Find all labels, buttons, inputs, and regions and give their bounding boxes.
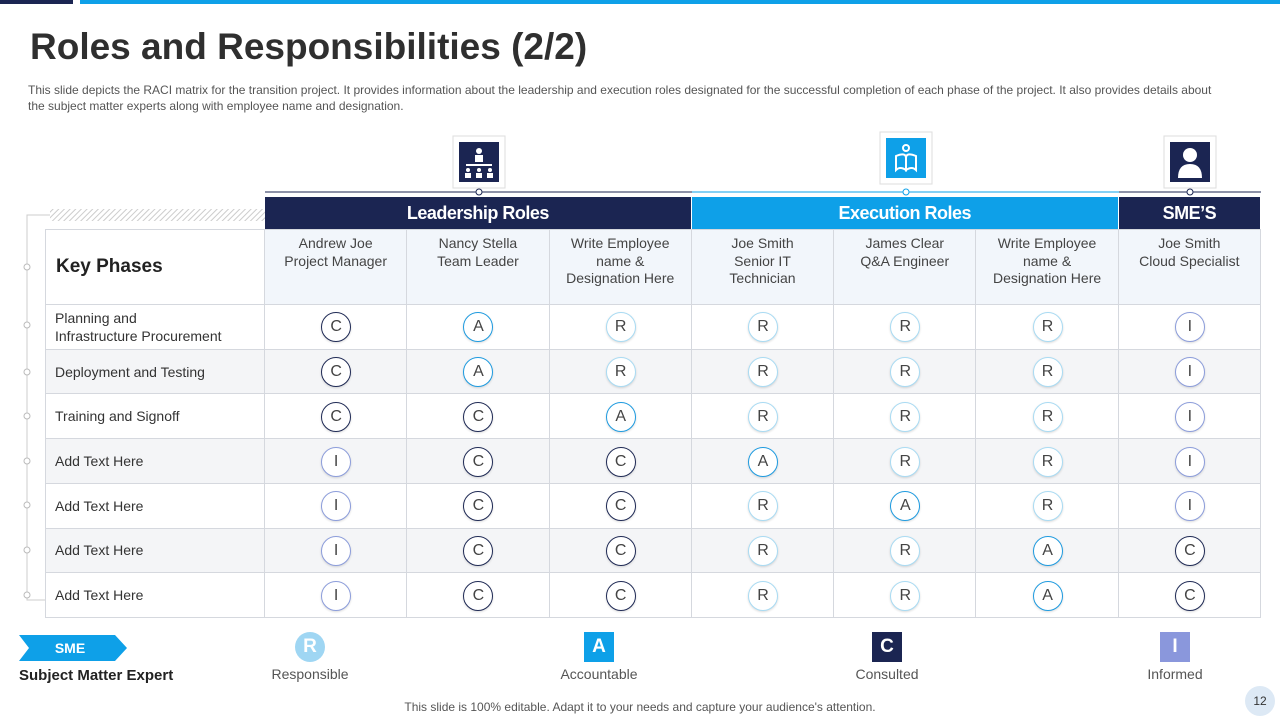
legend-icon: I	[1160, 632, 1190, 662]
raci-letter: A	[605, 401, 636, 432]
legend-label: Informed	[1147, 666, 1203, 682]
raci-letter: R	[748, 312, 778, 343]
raci-letter: C	[1174, 580, 1205, 611]
raci-letter: R	[890, 580, 921, 611]
sme-badge: SME	[54, 640, 86, 656]
group-header: Execution Roles	[691, 197, 1119, 229]
raci-letter: A	[463, 357, 494, 388]
raci-letter: I	[1174, 401, 1205, 432]
legend-icon: C	[872, 632, 902, 662]
phase-label: Add Text Here	[45, 439, 265, 484]
group-header: Leadership Roles	[265, 197, 692, 229]
raci-letter: R	[748, 401, 778, 432]
raci-letter: I	[321, 446, 352, 477]
column-header: Write Employee name & Designation Here	[549, 229, 692, 305]
top-bar-blue	[80, 0, 1280, 4]
footer: This slide is 100% editable. Adapt it to…	[404, 700, 876, 714]
raci-letter: C	[321, 401, 352, 432]
description: This slide depicts the RACI matrix for t…	[28, 83, 1212, 113]
phase-label: Add Text Here	[45, 573, 265, 618]
column-header: Write Employee name & Designation Here	[976, 229, 1119, 305]
raci-letter: A	[890, 491, 921, 522]
raci-letter: R	[1032, 446, 1063, 477]
slide-title: Roles and Responsibilities (2/2)	[30, 26, 588, 67]
column-header: Joe Smith Cloud Specialist	[1118, 229, 1261, 305]
raci-letter: A	[1032, 580, 1063, 611]
raci-letter: A	[1032, 535, 1063, 566]
raci-letter: I	[1174, 491, 1205, 522]
raci-letter: C	[321, 312, 352, 343]
raci-letter: R	[1032, 491, 1063, 522]
column-header: James Clear Q&A Engineer	[834, 229, 977, 305]
raci-letter: R	[1032, 357, 1063, 388]
raci-letter: C	[463, 401, 494, 432]
phase-label: Add Text Here	[45, 528, 265, 574]
raci-letter: A	[463, 312, 494, 343]
page-number: 12	[1245, 686, 1275, 716]
raci-letter: C	[1174, 535, 1205, 566]
decorations	[23, 131, 1261, 601]
raci-letter: R	[605, 357, 636, 388]
legend-label: Consulted	[855, 666, 919, 682]
raci-letter: I	[1174, 446, 1205, 477]
raci-letter: R	[890, 312, 921, 343]
phase-label: Training and Signoff	[45, 394, 265, 440]
raci-letter: R	[1032, 312, 1063, 343]
raci-letter: R	[890, 446, 921, 477]
raci-letter: R	[748, 580, 778, 611]
raci-letter: C	[463, 535, 494, 566]
raci-letter: C	[321, 357, 352, 388]
sme-arrow	[19, 635, 127, 661]
group-header: SME’S	[1118, 197, 1261, 229]
raci-letter: C	[605, 580, 636, 611]
raci-letter: R	[890, 401, 921, 432]
raci-letter: C	[605, 535, 636, 566]
raci-letter: A	[748, 446, 778, 477]
corner-cell: Key Phases	[45, 229, 265, 305]
phase-label: Deployment and Testing	[45, 349, 265, 395]
phase-label: Planning and Infrastructure Procurement	[45, 305, 265, 350]
raci-letter: R	[890, 357, 921, 388]
raci-letter: I	[321, 580, 352, 611]
raci-letter: C	[605, 446, 636, 477]
phase-label: Add Text Here	[45, 483, 265, 529]
raci-letter: I	[1174, 312, 1205, 343]
raci-letter: R	[605, 312, 636, 343]
legend-label: Responsible	[271, 666, 349, 682]
raci-letter: R	[748, 357, 778, 388]
raci-letter: C	[463, 446, 494, 477]
raci-letter: C	[463, 491, 494, 522]
legend-label: Accountable	[560, 666, 638, 682]
raci-letter: C	[463, 580, 494, 611]
raci-letter: I	[321, 491, 352, 522]
raci-letter: R	[890, 535, 921, 566]
column-header: Andrew Joe Project Manager	[265, 229, 408, 305]
raci-letter: R	[748, 535, 778, 566]
raci-letter: R	[1032, 401, 1063, 432]
column-header: Joe Smith Senior IT Technician	[691, 229, 835, 305]
sme-label: Subject Matter Expert	[19, 667, 174, 684]
legend-icon: A	[584, 632, 614, 662]
raci-letter: I	[321, 535, 352, 566]
top-bar-dark	[0, 0, 73, 4]
raci-letter: R	[748, 491, 778, 522]
legend-icon: R	[295, 632, 325, 662]
column-header: Nancy Stella Team Leader	[407, 229, 550, 305]
raci-letter: C	[605, 491, 636, 522]
raci-letter: I	[1174, 357, 1205, 388]
